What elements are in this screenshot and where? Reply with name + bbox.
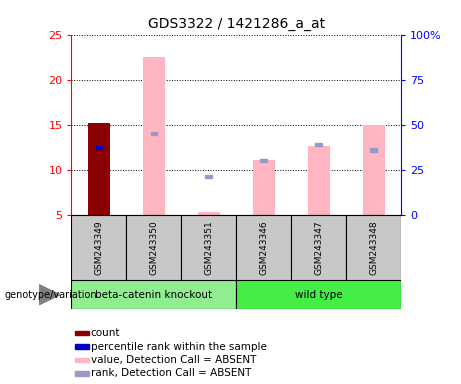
Bar (315, 143, 322, 146)
Bar (71, 280, 236, 309)
Bar (88, 123, 110, 215)
Text: GSM243351: GSM243351 (204, 220, 213, 275)
Text: genotype/variation: genotype/variation (5, 290, 97, 300)
Text: GSM243347: GSM243347 (314, 220, 323, 275)
Bar (181, 215, 236, 280)
Polygon shape (39, 285, 60, 305)
Text: GSM243350: GSM243350 (149, 220, 159, 275)
Bar (75, 344, 89, 349)
Bar (75, 331, 89, 335)
Bar (75, 358, 89, 362)
Text: GSM243349: GSM243349 (95, 220, 103, 275)
Bar (260, 159, 267, 162)
Bar (126, 215, 181, 280)
Bar (71, 215, 126, 280)
Text: rank, Detection Call = ABSENT: rank, Detection Call = ABSENT (90, 368, 251, 379)
Bar (75, 371, 89, 376)
Bar (291, 215, 346, 280)
Bar (206, 175, 212, 178)
Text: count: count (90, 328, 120, 338)
Bar (236, 280, 401, 309)
Bar (370, 149, 377, 152)
Bar (307, 146, 330, 215)
Bar (363, 125, 384, 215)
Bar (346, 215, 401, 280)
Text: percentile rank within the sample: percentile rank within the sample (90, 341, 266, 352)
Title: GDS3322 / 1421286_a_at: GDS3322 / 1421286_a_at (148, 17, 325, 31)
Text: GSM243348: GSM243348 (369, 220, 378, 275)
Bar (253, 160, 275, 215)
Bar (143, 57, 165, 215)
Bar (95, 146, 102, 149)
Bar (151, 132, 157, 136)
Text: GSM243346: GSM243346 (259, 220, 268, 275)
Text: beta-catenin knockout: beta-catenin knockout (95, 290, 213, 300)
Text: wild type: wild type (295, 290, 343, 300)
Bar (198, 212, 220, 215)
Text: value, Detection Call = ABSENT: value, Detection Call = ABSENT (90, 355, 256, 365)
Bar (236, 215, 291, 280)
